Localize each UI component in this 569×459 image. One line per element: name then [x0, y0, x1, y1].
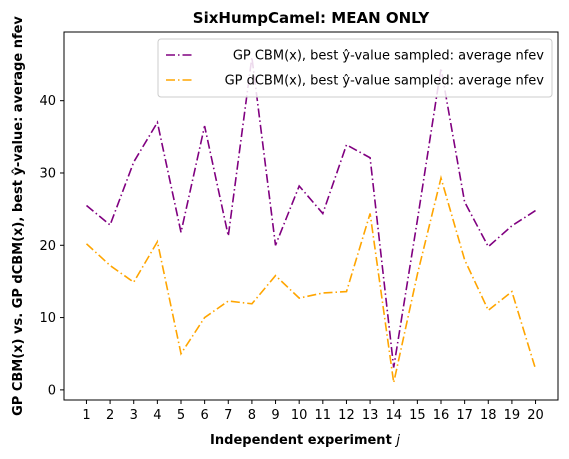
y-tick-label: 0	[48, 383, 56, 398]
x-tick-label: 18	[480, 408, 497, 423]
plot-frame	[63, 31, 559, 401]
x-axis-label: Independent experiment j	[210, 433, 400, 448]
x-tick-label: 8	[248, 408, 256, 423]
legend-box	[157, 38, 553, 98]
series-layer	[85, 57, 537, 383]
x-tick-label: 20	[527, 408, 544, 423]
y-tick-label: 20	[39, 239, 56, 254]
x-tick-label: 11	[315, 408, 332, 423]
x-tick-label: 14	[385, 408, 402, 423]
x-tick-label: 19	[504, 408, 521, 423]
x-tick-label: 1	[82, 408, 90, 423]
series-line-2	[85, 174, 537, 383]
x-tick-label: 12	[338, 408, 355, 423]
y-tick-label: 10	[39, 311, 56, 326]
series-line-1	[85, 57, 536, 368]
x-axis: 1 2 3 4 5 6 7 8 9 10 11 12 13 14 15 16 17 18 19 20	[82, 400, 544, 423]
chart-title: SixHumpCamel: MEAN ONLY	[193, 9, 431, 27]
x-tick-label: 10	[291, 408, 308, 423]
x-tick-label: 7	[224, 408, 232, 423]
x-tick-label: 2	[106, 408, 114, 423]
y-axis: 0 10 20 30 40	[39, 94, 64, 398]
x-tick-label: 5	[177, 408, 185, 423]
legend-label-2: GP dCBM(x), best ŷ-value sampled: averag…	[225, 74, 545, 89]
x-tick-label: 13	[362, 408, 379, 423]
y-tick-label: 40	[39, 94, 56, 109]
x-tick-label: 6	[200, 408, 208, 423]
legend-label-1: GP CBM(x), best ŷ-value sampled: average…	[233, 49, 544, 64]
y-tick-label: 30	[39, 166, 56, 181]
x-tick-label: 3	[130, 408, 138, 423]
x-tick-label: 17	[456, 408, 473, 423]
x-tick-label: 9	[271, 408, 279, 423]
x-tick-label: 16	[433, 408, 450, 423]
y-axis-label: GP CBM(x) vs. GP dCBM(x), best ŷ-value: …	[11, 16, 26, 416]
x-tick-label: 15	[409, 408, 426, 423]
legend: GP CBM(x), best ŷ-value sampled: average…	[157, 38, 553, 98]
x-tick-label: 4	[153, 408, 161, 423]
